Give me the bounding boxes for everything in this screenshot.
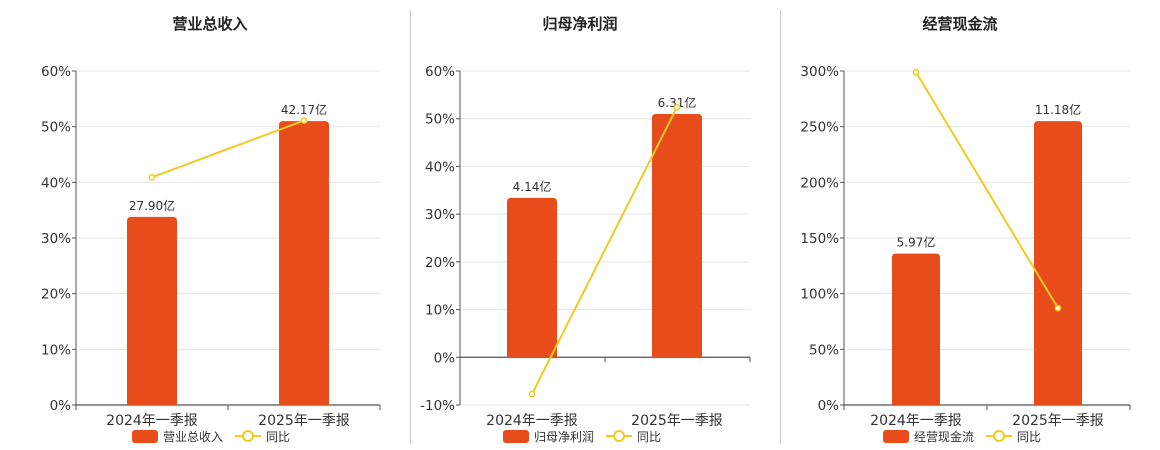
x-tick-label: 2025年一季报 <box>258 413 350 429</box>
y-tick-label: 50% <box>809 342 839 358</box>
bar-data-label: 6.31亿 <box>658 95 697 110</box>
legend-line-label: 同比 <box>637 430 661 444</box>
x-tick-label: 2025年一季报 <box>631 413 723 429</box>
chart-3: 经营现金流 0% 50% 100% 150% 200% 250% 300% 2024年一季报 20… <box>800 15 1131 444</box>
legend-bar-swatch <box>132 430 158 443</box>
bar-data-label: 4.14亿 <box>513 179 552 194</box>
x-tick-label: 2025年一季报 <box>1012 413 1104 429</box>
y-tick-label: 40% <box>41 175 71 191</box>
y-tick-label: 0% <box>434 350 456 366</box>
y-tick-label: 50% <box>425 112 455 128</box>
y-tick-label: 30% <box>425 207 455 223</box>
y-tick-label: 10% <box>41 342 71 358</box>
legend-bar-swatch <box>503 430 529 443</box>
legend-line-marker <box>993 430 1005 442</box>
x-tick-label: 2024年一季报 <box>106 413 198 429</box>
bar <box>279 121 329 405</box>
x-tick-label: 2024年一季报 <box>486 413 578 429</box>
legend-line-marker <box>613 430 625 442</box>
y-tick-label: 20% <box>425 255 455 271</box>
y-tick-label: 200% <box>800 175 839 191</box>
bar-data-label: 11.18亿 <box>1035 102 1081 117</box>
bar-data-label: 5.97亿 <box>897 235 936 250</box>
y-tick-label: 10% <box>425 303 455 319</box>
yoy-line <box>151 119 305 179</box>
y-tick-label: 20% <box>41 287 71 303</box>
y-tick-label: 60% <box>41 64 71 80</box>
yoy-point <box>300 117 308 124</box>
bar-data-label: 42.17亿 <box>281 102 327 117</box>
bar <box>652 113 702 358</box>
yoy-point <box>673 103 681 111</box>
yoy-point <box>148 173 156 181</box>
chart-title: 营业总收入 <box>172 15 247 33</box>
y-tick-label: 300% <box>800 64 839 80</box>
y-tick-label: 40% <box>425 159 455 175</box>
chart-1: 营业总收入 0% 10% 20% 30% 40% 50% 60% 2024年一季报 2025年一季… <box>41 15 381 444</box>
legend-line-marker <box>242 430 254 442</box>
bar <box>892 253 940 405</box>
yoy-point <box>1054 304 1062 312</box>
chart-title: 经营现金流 <box>922 15 997 33</box>
chart-title: 归母净利润 <box>542 15 617 33</box>
y-tick-label: 60% <box>425 64 455 80</box>
bar <box>127 216 177 405</box>
legend-bar-swatch <box>883 430 909 443</box>
legend-line-label: 同比 <box>1017 430 1041 444</box>
chart-2: 归母净利润 -10% 0% 10% 20% 30% 40% 50% 60% 2024年一季报 202… <box>420 15 751 444</box>
y-tick-label: 250% <box>800 120 839 136</box>
legend: 营业总收入 同比 <box>132 430 290 444</box>
legend-bar-label: 归母净利润 <box>534 430 594 444</box>
y-tick-label: 0% <box>50 398 72 414</box>
y-tick-label: 50% <box>41 120 71 136</box>
panel-divider <box>410 10 411 444</box>
y-tick-label: -10% <box>420 398 455 414</box>
yoy-line <box>915 71 1059 309</box>
yoy-line <box>531 106 678 395</box>
legend-line-label: 同比 <box>266 430 290 444</box>
y-tick-label: 0% <box>818 398 840 414</box>
bar <box>507 197 557 358</box>
x-tick-label: 2024年一季报 <box>870 413 962 429</box>
legend-bar-label: 经营现金流 <box>914 429 974 444</box>
bar <box>1034 121 1082 405</box>
legend: 归母净利润 同比 <box>503 430 661 444</box>
legend: 经营现金流 同比 <box>883 429 1041 444</box>
yoy-point <box>912 68 920 76</box>
legend-bar-label: 营业总收入 <box>163 430 223 444</box>
y-tick-label: 30% <box>41 231 71 247</box>
y-tick-label: 100% <box>800 287 839 303</box>
bar-data-label: 27.90亿 <box>129 198 175 213</box>
yoy-point <box>528 390 536 398</box>
y-tick-label: 150% <box>800 231 839 247</box>
panel-divider <box>780 10 781 444</box>
